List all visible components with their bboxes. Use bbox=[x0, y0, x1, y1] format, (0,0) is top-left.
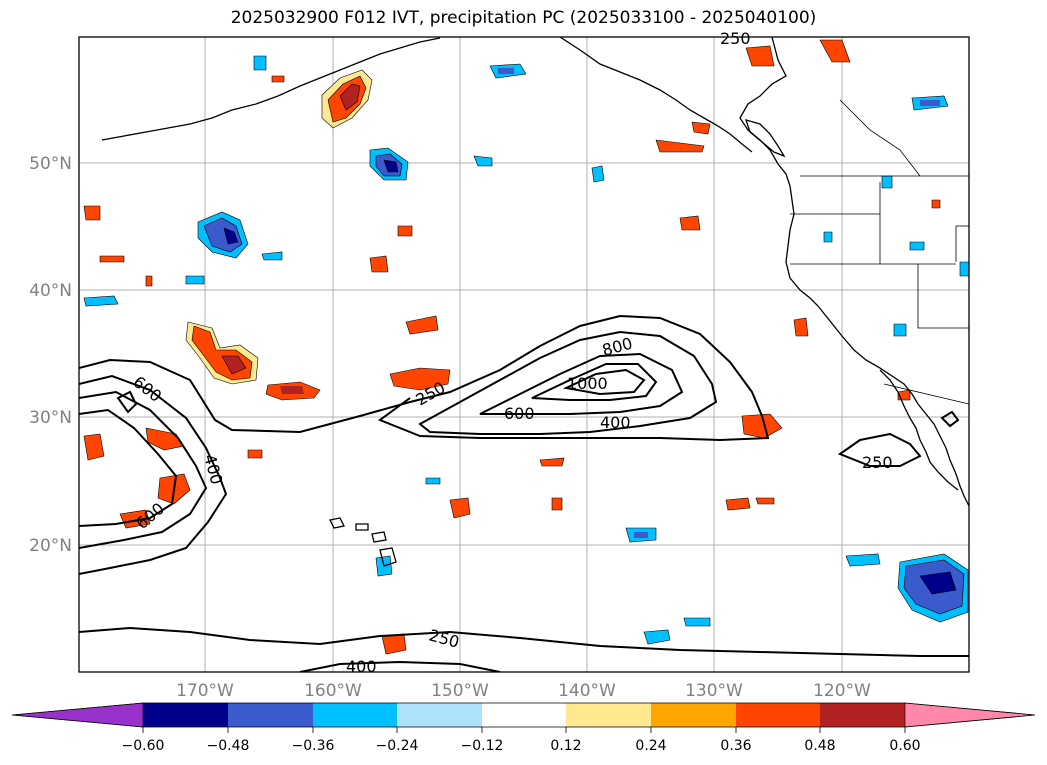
colorbar-segment bbox=[397, 703, 482, 727]
lon-label: 120°W bbox=[813, 681, 871, 701]
lon-label: 150°W bbox=[431, 681, 489, 701]
contour-label: 400 bbox=[346, 657, 377, 676]
precip-negative-areas bbox=[83, 55, 969, 645]
contour-label: 400 bbox=[600, 413, 631, 432]
ivt-contours bbox=[79, 314, 969, 672]
ivt-contour-left-400 bbox=[79, 390, 208, 549]
lon-label: 170°W bbox=[176, 681, 234, 701]
ivt-contour-right bbox=[837, 432, 922, 467]
ivt-contour-right-small bbox=[940, 410, 960, 428]
coastlines bbox=[101, 37, 969, 567]
colorbar-extend-high bbox=[904, 702, 1036, 728]
latitude-labels: 50°N 40°N 30°N 20°N bbox=[29, 154, 72, 556]
ivt-contour-250-main bbox=[79, 314, 770, 442]
hawaii-islands bbox=[329, 517, 397, 567]
baja-coast bbox=[879, 369, 959, 491]
map-title: 2025032900 F012 IVT, precipitation PC (2… bbox=[230, 8, 817, 28]
colorbar-tick-label: −0.36 bbox=[292, 738, 335, 754]
lat-label: 30°N bbox=[29, 408, 72, 428]
colorbar-segment bbox=[313, 703, 397, 727]
colorbar-tick-label: 0.12 bbox=[550, 738, 581, 754]
colorbar-tick-label: −0.48 bbox=[207, 738, 250, 754]
contour-label: 250 bbox=[720, 29, 751, 48]
lon-label: 160°W bbox=[304, 681, 362, 701]
contour-label: 1000 bbox=[567, 374, 608, 393]
lon-label: 130°W bbox=[685, 681, 743, 701]
colorbar-segment bbox=[651, 703, 736, 727]
ivt-contour-400-main bbox=[418, 330, 718, 435]
ivt-contour-left-outer bbox=[79, 374, 228, 575]
lat-label: 20°N bbox=[29, 536, 72, 556]
colorbar-tick-label: 0.36 bbox=[720, 738, 751, 754]
colorbar-segment bbox=[566, 703, 651, 727]
ivt-contour-left-small bbox=[116, 390, 138, 414]
longitude-labels: 170°W 160°W 150°W 140°W 130°W 120°W bbox=[176, 681, 871, 701]
political-borders bbox=[790, 99, 969, 405]
alaska-coast bbox=[559, 37, 753, 153]
contour-label: 600 bbox=[504, 404, 535, 423]
colorbar-segment bbox=[143, 703, 228, 727]
aleutian-islands bbox=[101, 37, 441, 141]
lat-label: 40°N bbox=[29, 281, 72, 301]
map-frame bbox=[78, 36, 970, 673]
colorbar-segment bbox=[820, 703, 905, 727]
vancouver-island bbox=[744, 119, 786, 158]
colorbar: −0.60 −0.48 −0.36 −0.24 −0.12 0.12 0.24 … bbox=[11, 702, 1036, 754]
ivt-contour-bottom bbox=[79, 626, 969, 657]
colorbar-tick-label: 0.60 bbox=[889, 738, 920, 754]
contour-label: 250 bbox=[862, 453, 893, 472]
ivt-contour-left-600 bbox=[79, 408, 178, 527]
colorbar-tick-label: 0.48 bbox=[804, 738, 835, 754]
north-america-coast bbox=[739, 37, 969, 507]
colorbar-tick-label: 0.24 bbox=[635, 738, 666, 754]
colorbar-segment bbox=[482, 703, 566, 727]
colorbar-tick-label: −0.60 bbox=[122, 738, 165, 754]
precip-blob bbox=[321, 69, 373, 129]
colorbar-ticks bbox=[142, 727, 906, 733]
lon-label: 140°W bbox=[558, 681, 616, 701]
colorbar-extend-low bbox=[11, 702, 144, 728]
colorbar-segment bbox=[228, 703, 313, 727]
ivt-contour-600 bbox=[479, 352, 684, 415]
ivt-contour-bottom-inner bbox=[299, 660, 501, 672]
gridlines bbox=[79, 37, 969, 672]
ivt-contour-1000 bbox=[562, 368, 646, 396]
lat-label: 50°N bbox=[29, 154, 72, 174]
colorbar-tick-label: −0.12 bbox=[461, 738, 504, 754]
colorbar-segment bbox=[736, 703, 820, 727]
ivt-contour-800 bbox=[531, 363, 658, 401]
colorbar-tick-label: −0.24 bbox=[376, 738, 419, 754]
